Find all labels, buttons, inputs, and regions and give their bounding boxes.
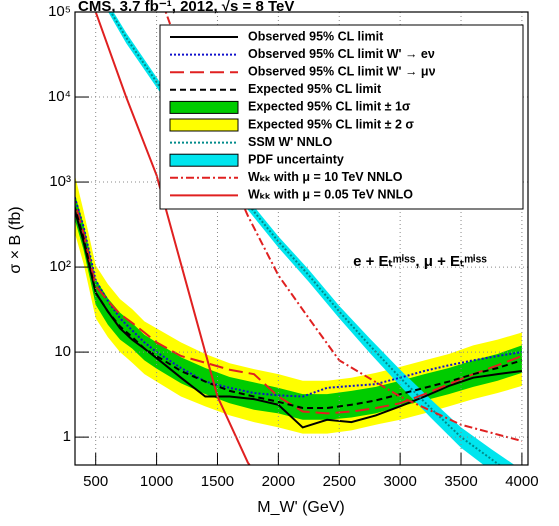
plot-frame	[74, 11, 529, 466]
legend-label: Observed 95% CL limit W' → μν	[248, 64, 436, 78]
legend-label: Expected 95% CL limit ± 1σ	[248, 100, 411, 114]
legend-label: Expected 95% CL limit	[248, 82, 382, 96]
legend-label: PDF uncertainty	[248, 152, 344, 166]
series-line	[75, 204, 523, 410]
legend: Observed 95% CL limit Observed 95% CL lim…	[159, 24, 524, 210]
chart-title: CMS, 3.7 fb⁻¹, 2012, √s = 8 TeV	[78, 0, 294, 15]
band	[75, 194, 522, 420]
x-tick-label: 500	[83, 473, 108, 490]
series-line	[75, 194, 523, 398]
y-tick-label: 10⁵	[48, 3, 71, 20]
series-line	[75, 207, 523, 429]
legend-label: SSM W' NNLO	[248, 135, 332, 149]
series-line	[94, 12, 251, 465]
y-axis-label: σ × B (fb)	[7, 206, 24, 273]
y-tick-label: 10⁴	[48, 88, 71, 105]
series-line	[75, 199, 523, 415]
x-tick-label: 3500	[444, 473, 477, 490]
annotation: e + Eₜᵐⁱˢˢ, μ + Eₜᵐⁱˢˢ	[353, 253, 487, 270]
legend-label: Observed 95% CL limit W' → eν	[248, 47, 435, 61]
y-tick-label: 10	[54, 343, 71, 360]
legend-label: Wₖₖ with μ = 0.05 TeV NNLO	[248, 188, 413, 202]
legend-swatch	[169, 153, 239, 167]
legend-swatch	[169, 100, 239, 114]
x-tick-label: 4000	[505, 473, 538, 490]
legend-label: Expected 95% CL limit ± 2 σ	[248, 117, 414, 131]
y-tick-label: 10²	[49, 258, 71, 275]
x-tick-label: 1000	[140, 473, 173, 490]
legend-label: Observed 95% CL limit	[248, 29, 384, 43]
y-tick-label: 10³	[49, 173, 71, 190]
x-tick-label: 1500	[201, 473, 234, 490]
x-tick-label: 2000	[262, 473, 295, 490]
x-tick-label: 3000	[383, 473, 416, 490]
legend-swatch	[169, 118, 239, 132]
x-tick-label: 2500	[323, 473, 356, 490]
x-axis-label: M_W' (GeV)	[257, 499, 345, 516]
plot-area	[75, 12, 523, 465]
y-tick-label: 1	[63, 428, 71, 445]
legend-label: Wₖₖ with μ = 10 TeV NNLO	[248, 170, 403, 184]
